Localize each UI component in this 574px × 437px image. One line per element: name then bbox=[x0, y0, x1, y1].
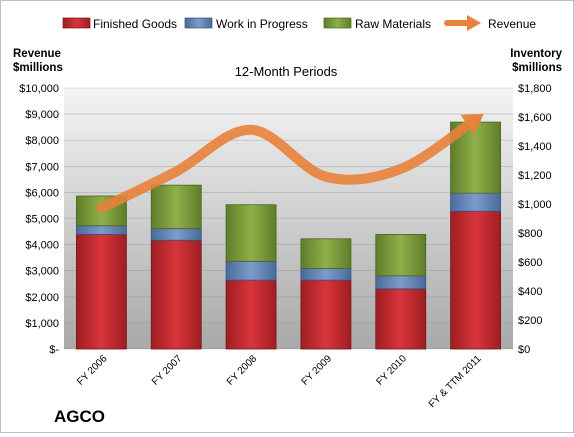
right-axis-title-line1: Inventory bbox=[510, 48, 562, 60]
x-axis-ticks: FY 2006 FY 2007 FY 2008 FY 2009 FY 2010 FY & … bbox=[75, 353, 484, 410]
bar-segment-finished-goods bbox=[76, 234, 127, 350]
legend-swatch-work-in-progress bbox=[184, 17, 213, 29]
bar-segment-finished-goods bbox=[150, 239, 202, 350]
legend-label-finished-goods: Finished Goods bbox=[93, 17, 177, 31]
bar-segment-work-in-progress bbox=[300, 268, 352, 281]
left-axis-tick-label: $8,000 bbox=[25, 135, 59, 147]
x-axis-tick-label: FY 2009 bbox=[300, 353, 335, 388]
legend: Finished Goods Work in Progress Raw Mate… bbox=[62, 15, 536, 31]
legend-item-finished-goods: Finished Goods bbox=[62, 17, 177, 31]
right-axis-tick-label: $1,000 bbox=[518, 199, 552, 211]
x-axis-tick-label: FY 2008 bbox=[225, 353, 260, 388]
bar-segment-raw-materials bbox=[225, 204, 277, 262]
right-axis-tick-label: $1,600 bbox=[518, 112, 552, 124]
x-axis-tick-label: FY 2010 bbox=[374, 353, 409, 388]
left-axis-tick-label: $7,000 bbox=[25, 161, 59, 173]
chart-title: 12-Month Periods bbox=[235, 64, 338, 79]
left-axis-tick-label: $10,000 bbox=[19, 83, 59, 95]
bar-segment-raw-materials bbox=[375, 234, 427, 277]
right-axis-tick-label: $200 bbox=[518, 315, 542, 327]
x-axis-tick-label: FY 2007 bbox=[150, 353, 185, 388]
left-axis-tick-label: $2,000 bbox=[25, 292, 59, 304]
left-axis-tick-label: $4,000 bbox=[25, 240, 59, 252]
left-axis-tick-label: $9,000 bbox=[25, 109, 59, 121]
bar-segment-work-in-progress bbox=[225, 260, 277, 281]
legend-label-work-in-progress: Work in Progress bbox=[216, 17, 308, 31]
revenue-line bbox=[96, 114, 481, 214]
right-axis-tick-label: $1,200 bbox=[518, 170, 552, 182]
legend-swatch-finished-goods bbox=[62, 17, 91, 29]
left-axis-tick-label: $- bbox=[49, 344, 59, 356]
legend-item-revenue: Revenue bbox=[444, 15, 536, 31]
right-axis-title-line2: $millions bbox=[512, 62, 562, 74]
legend-swatch-raw-materials bbox=[323, 17, 352, 29]
legend-item-work-in-progress: Work in Progress bbox=[184, 17, 308, 31]
bar-segment-raw-materials bbox=[150, 184, 202, 230]
bar-segment-work-in-progress bbox=[450, 192, 501, 212]
left-axis-title-line1: Revenue bbox=[13, 48, 61, 60]
right-axis-tick-label: $1,800 bbox=[518, 83, 552, 95]
bar-segment-work-in-progress bbox=[76, 225, 127, 235]
right-axis-ticks: $0 $200 $400 $600 $800 $1,000 $1,200 $1,400 $1,6… bbox=[518, 83, 552, 356]
legend-arrowhead-revenue bbox=[467, 15, 481, 31]
bar-segment-finished-goods bbox=[300, 279, 352, 350]
bar-segment-raw-materials bbox=[300, 238, 352, 269]
x-axis-tick-label: FY & TTM 2011 bbox=[427, 353, 484, 410]
legend-item-raw-materials: Raw Materials bbox=[323, 17, 431, 31]
bar-segment-finished-goods bbox=[225, 279, 277, 350]
bar-segment-finished-goods bbox=[450, 210, 501, 350]
company-label: AGCO bbox=[54, 407, 105, 426]
right-axis-tick-label: $1,400 bbox=[518, 141, 552, 153]
right-axis-tick-label: $400 bbox=[518, 286, 542, 298]
left-axis-title-line2: $millions bbox=[13, 62, 63, 74]
legend-label-revenue: Revenue bbox=[488, 17, 536, 31]
bar-segment-work-in-progress bbox=[150, 228, 202, 241]
right-axis-tick-label: $800 bbox=[518, 228, 542, 240]
x-axis-tick-label: FY 2006 bbox=[75, 353, 110, 388]
left-axis-tick-label: $3,000 bbox=[25, 266, 59, 278]
bar-segment-finished-goods bbox=[375, 288, 427, 350]
revenue-arrowhead bbox=[460, 113, 484, 135]
legend-label-raw-materials: Raw Materials bbox=[355, 17, 431, 31]
left-axis-tick-label: $6,000 bbox=[25, 187, 59, 199]
bar-segment-work-in-progress bbox=[375, 275, 427, 290]
right-axis-tick-label: $600 bbox=[518, 257, 542, 269]
right-axis-tick-label: $0 bbox=[518, 344, 530, 356]
left-axis-tick-label: $5,000 bbox=[25, 214, 59, 226]
left-axis-ticks: $- $1,000 $2,000 $3,000 $4,000 $5,000 $6,000 $7… bbox=[19, 83, 59, 356]
left-axis-tick-label: $1,000 bbox=[25, 318, 59, 330]
